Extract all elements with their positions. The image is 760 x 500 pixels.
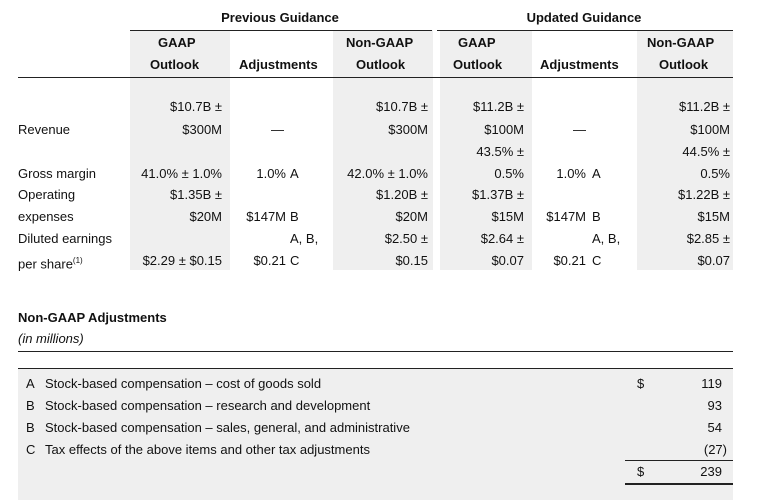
eps-prev-adj: $0.21 (253, 253, 286, 268)
col-header-prev-nongaap: Outlook (356, 57, 406, 72)
adjustment-amount: 54 (707, 420, 722, 435)
revenue-prev-gaap: $10.7B ± (170, 99, 222, 114)
col-header-prev-gaap: GAAP (158, 35, 196, 50)
opex-upd-gaap: $15M (491, 209, 524, 224)
col-header-upd-gaap: Outlook (453, 57, 503, 72)
col-header-upd-nongaap: Non-GAAP (647, 35, 715, 50)
gross-margin-upd-nongaap: 44.5% ± (682, 144, 730, 159)
upd-nongaap-shade (637, 30, 733, 270)
revenue-upd-adj: — (573, 122, 586, 137)
previous-guidance-title: Previous Guidance (221, 10, 339, 25)
eps-upd-adj-code: A, B, (592, 231, 621, 246)
revenue-prev-adj: — (271, 122, 284, 137)
adjustments-title: Non-GAAP Adjustments (18, 310, 167, 325)
eps-prev-gaap: $2.29 ± $0.15 (142, 253, 222, 268)
opex-prev-nongaap: $20M (395, 209, 428, 224)
eps-prev-adj-code: A, B, (290, 231, 319, 246)
opex-prev-gaap: $20M (189, 209, 222, 224)
opex-prev-gaap: $1.35B ± (170, 187, 222, 202)
total-dollar: $ (637, 464, 645, 479)
adjustments-shade (18, 368, 733, 500)
adjustment-amount: 119 (701, 376, 722, 391)
revenue-prev-nongaap: $10.7B ± (376, 99, 428, 114)
adjustment-code: B (26, 398, 35, 413)
adjustment-amount: 93 (707, 398, 722, 413)
opex-prev-adj-code: B (290, 209, 299, 224)
row-label-operating-expenses: Operating (18, 187, 76, 202)
eps-prev-nongaap: $0.15 (395, 253, 428, 268)
eps-upd-nongaap: $0.07 (697, 253, 730, 268)
updated-guidance-rule (437, 30, 733, 31)
row-label-operating-expenses: expenses (18, 209, 74, 224)
row-label-diluted-eps-text: per share (18, 256, 73, 272)
adjustment-code: A (26, 376, 35, 391)
gross-margin-upd-adj-code: A (592, 166, 601, 181)
gross-margin-prev-adj-code: A (290, 166, 299, 181)
prev-gaap-shade (130, 30, 230, 270)
col-header-upd-gaap: GAAP (458, 35, 496, 50)
gross-margin-upd-gaap: 43.5% ± (476, 144, 524, 159)
opex-prev-adj: $147M (246, 209, 286, 224)
eps-prev-nongaap: $2.50 ± (384, 231, 428, 246)
opex-upd-nongaap: $1.22B ± (678, 187, 730, 202)
adjustments-subtitle: (in millions) (18, 331, 84, 346)
col-header-prev-nongaap: Non-GAAP (346, 35, 414, 50)
updated-guidance-title: Updated Guidance (526, 10, 642, 25)
revenue-upd-gaap: $100M (484, 122, 524, 137)
gross-margin-upd-adj: 1.0% (556, 166, 586, 181)
revenue-prev-nongaap: $300M (388, 122, 428, 137)
adjustments-mid-rule (18, 368, 733, 369)
opex-upd-nongaap: $15M (697, 209, 730, 224)
opex-prev-nongaap: $1.20B ± (376, 187, 428, 202)
row-label-diluted-eps: Diluted earnings (18, 231, 112, 246)
gross-margin-upd-nongaap: 0.5% (700, 166, 730, 181)
row-label-gross-margin: Gross margin (18, 166, 97, 181)
revenue-upd-nongaap: $11.2B ± (679, 99, 730, 114)
adjustments-top-rule (18, 351, 733, 352)
adjustment-desc: Stock-based compensation – research and … (45, 398, 371, 413)
eps-upd-nongaap: $2.85 ± (686, 231, 730, 246)
adjustment-desc: Stock-based compensation – cost of goods… (45, 376, 322, 391)
col-header-prev-adjustments: Adjustments (239, 57, 318, 72)
previous-guidance-rule (130, 30, 432, 31)
adjustment-desc: Tax effects of the above items and other… (45, 442, 370, 457)
col-header-prev-gaap: Outlook (150, 57, 200, 72)
col-header-upd-nongaap: Outlook (659, 57, 709, 72)
col-header-upd-adjustments: Adjustments (540, 57, 619, 72)
eps-upd-adj-code: C (592, 253, 602, 268)
adjustment-amount: (27) (703, 442, 727, 457)
adjustment-code: B (26, 420, 35, 435)
eps-upd-adj: $0.21 (553, 253, 586, 268)
adjustment-dollar: $ (637, 376, 645, 391)
eps-upd-gaap: $0.07 (491, 253, 524, 268)
upd-gaap-shade (440, 30, 532, 270)
opex-upd-adj-code: B (592, 209, 601, 224)
gross-margin-prev-adj: 1.0% (256, 166, 286, 181)
row-label-revenue: Revenue (18, 122, 71, 137)
prev-nongaap-shade (333, 30, 433, 270)
total-top-rule (625, 460, 733, 461)
total-bottom-rule (625, 483, 733, 485)
gross-margin-prev-gaap: 41.0% ± 1.0% (141, 166, 222, 181)
eps-upd-gaap: $2.64 ± (480, 231, 524, 246)
row-label-diluted-eps: per share(1) (18, 253, 83, 272)
adjustment-code: C (26, 442, 36, 457)
revenue-upd-nongaap: $100M (690, 122, 730, 137)
gross-margin-upd-gaap: 0.5% (494, 166, 524, 181)
revenue-prev-gaap: $300M (182, 122, 222, 137)
header-bottom-rule (18, 77, 733, 78)
adjustment-desc: Stock-based compensation – sales, genera… (45, 420, 410, 435)
gross-margin-prev-nongaap: 42.0% ± 1.0% (347, 166, 428, 181)
revenue-upd-gaap: $11.2B ± (473, 99, 524, 114)
eps-prev-adj-code: C (290, 253, 300, 268)
footnote-marker: (1) (72, 256, 83, 265)
opex-upd-adj: $147M (546, 209, 586, 224)
total-amount: 239 (700, 464, 722, 479)
opex-upd-gaap: $1.37B ± (472, 187, 524, 202)
